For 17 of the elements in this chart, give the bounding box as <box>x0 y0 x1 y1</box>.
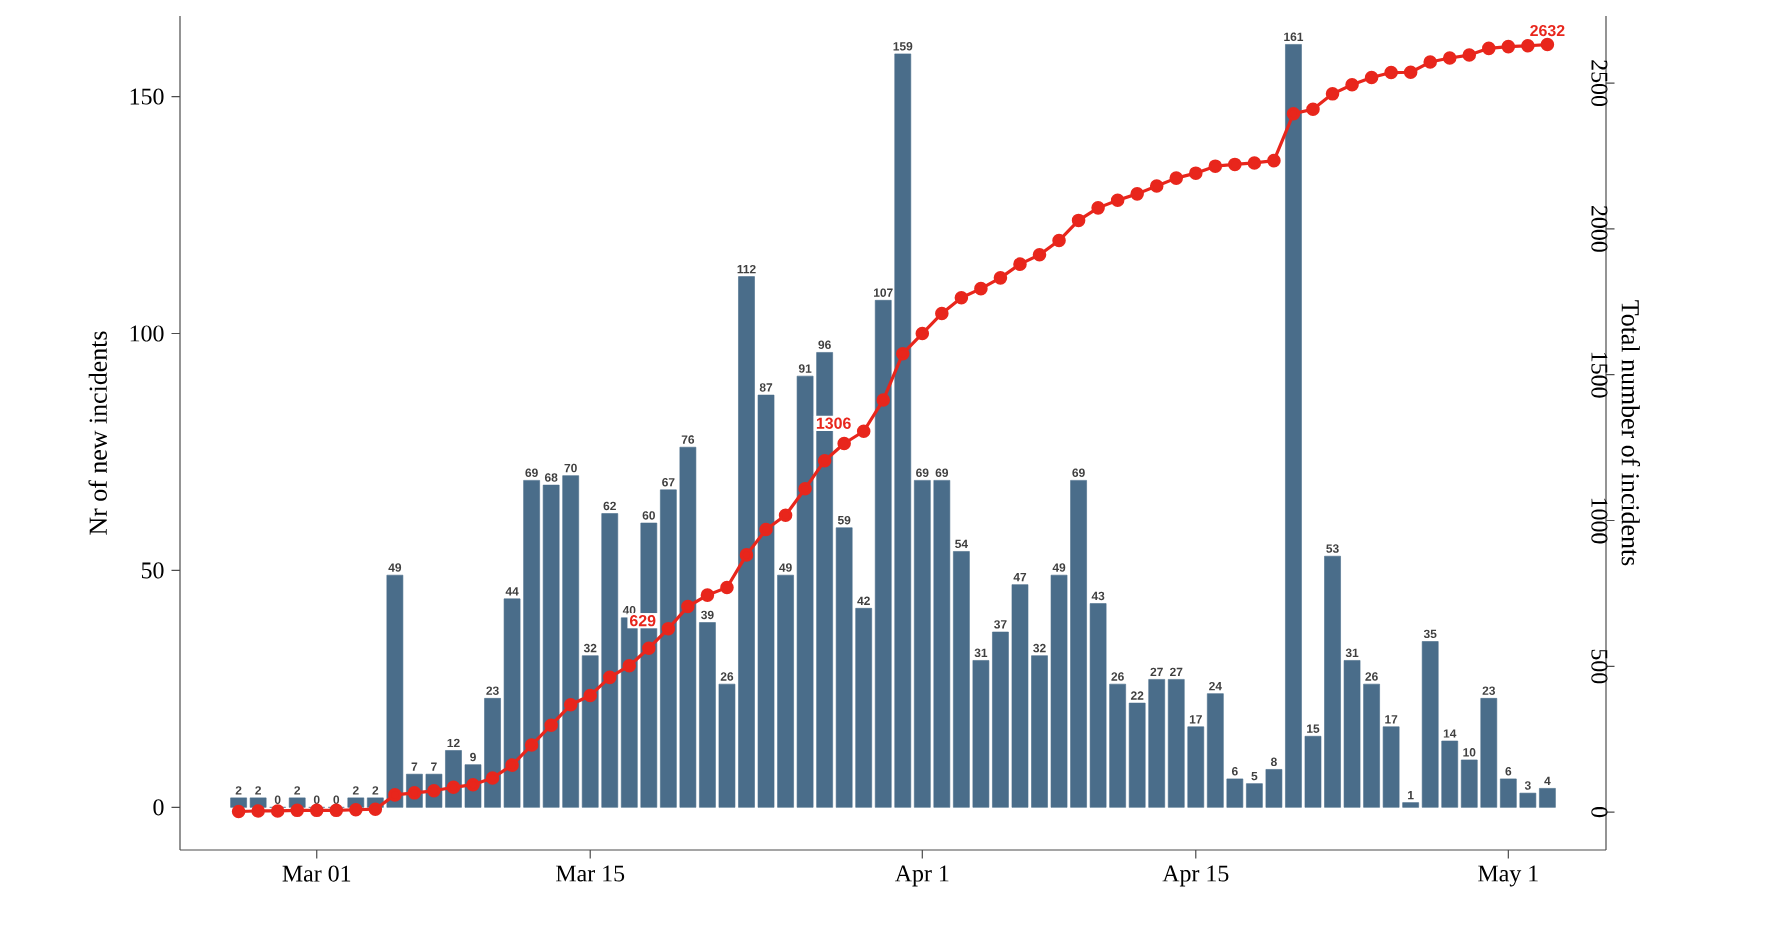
x-tick-label: Mar 01 <box>282 865 351 882</box>
y2-tick-label: 2500 <box>1591 60 1608 107</box>
y-tick-label: 150 <box>130 88 164 105</box>
x-tick-label: Apr 1 <box>894 865 949 887</box>
y2-tick-label: 1000 <box>1591 498 1608 544</box>
y2-tick-label: 1500 <box>1591 352 1608 398</box>
y-tick-label: 50 <box>141 562 164 579</box>
y2-tick-label: 0 <box>1591 807 1608 818</box>
y2-tick-label: 500 <box>1591 649 1608 684</box>
y2-tick-label: 2000 <box>1591 206 1608 252</box>
y2-axis-title: Total number of incidents <box>1621 300 1641 566</box>
x-tick-label: May 1 <box>1478 865 1538 887</box>
y-tick-label: 0 <box>153 799 164 816</box>
y-tick-label: 100 <box>130 325 164 342</box>
x-tick-label: Apr 15 <box>1162 865 1229 887</box>
x-tick-label: Mar 15 <box>556 865 625 882</box>
y-axis-title: Nr of new incidents <box>88 331 107 535</box>
